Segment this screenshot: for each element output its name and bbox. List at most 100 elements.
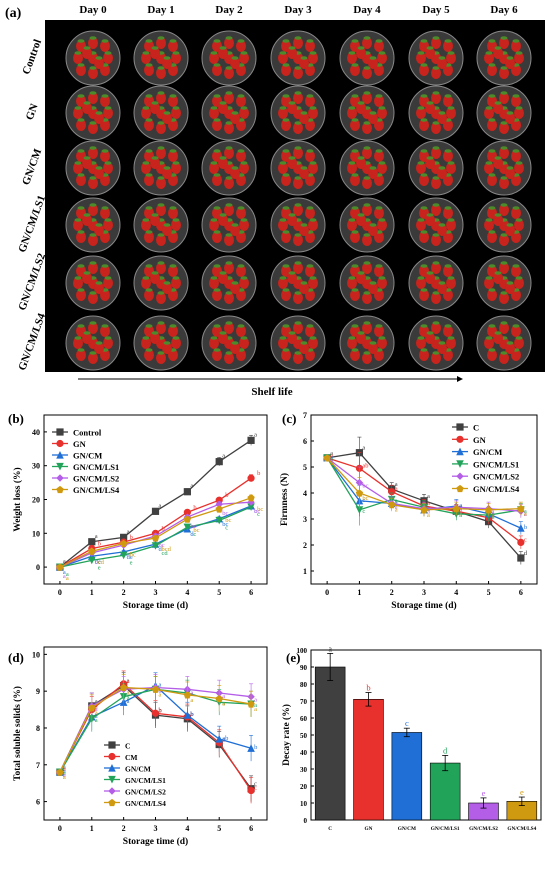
strawberry — [437, 342, 447, 354]
strawberry — [487, 349, 497, 361]
strawberry-calyx — [95, 56, 103, 60]
significance-letter: a — [492, 513, 495, 520]
strawberry-calyx — [288, 331, 296, 335]
legend-label: GN/CM/LS1 — [73, 462, 119, 472]
strawberry — [281, 174, 291, 186]
strawberry-calyx — [237, 94, 245, 98]
significance-letter: a — [459, 511, 462, 518]
strawberry — [224, 352, 234, 364]
significance-letter: a — [330, 456, 333, 463]
strawberry-calyx — [279, 51, 287, 55]
strawberry-calyx — [420, 264, 428, 268]
data-point — [388, 501, 396, 509]
strawberry-calyx — [157, 91, 165, 95]
strawberry — [239, 337, 249, 349]
strawberry-calyx — [369, 166, 377, 170]
plate-photo — [339, 315, 395, 371]
strawberry — [281, 119, 291, 131]
strawberry — [347, 162, 357, 174]
strawberry-calyx — [145, 230, 153, 234]
treatment-label: GN/CM/LS4 — [16, 311, 48, 372]
strawberry-calyx — [225, 121, 233, 125]
data-point — [323, 454, 331, 462]
significance-letter: c — [362, 508, 365, 515]
strawberry — [230, 224, 240, 236]
significance-letter: a — [66, 575, 69, 582]
x-tick-label: GN/CM/LS4 — [507, 826, 536, 832]
strawberry — [443, 40, 453, 52]
strawberry-calyx — [447, 336, 455, 340]
significance-letter: bc — [193, 527, 199, 534]
significance-letter: de — [95, 558, 101, 565]
data-point — [108, 764, 116, 772]
strawberry — [144, 289, 154, 301]
strawberry — [239, 277, 249, 289]
strawberry-calyx — [375, 324, 383, 328]
bar — [429, 762, 461, 821]
data-point — [151, 534, 160, 542]
strawberry-calyx — [438, 223, 446, 227]
strawberry-calyx — [512, 206, 520, 210]
strawberry-calyx — [351, 324, 359, 328]
strawberry-calyx — [426, 46, 434, 50]
strawberry — [224, 292, 234, 304]
strawberry — [156, 147, 166, 159]
significance-letter: a — [222, 701, 225, 708]
plate-photo — [270, 197, 326, 253]
strawberry-calyx — [145, 288, 153, 292]
plate-photo — [133, 255, 189, 311]
data-point — [88, 547, 96, 555]
x-tick-label: 0 — [58, 824, 62, 833]
strawberry-calyx — [157, 233, 165, 237]
data-point — [456, 472, 464, 480]
data-point — [108, 787, 116, 795]
x-tick-label: C — [328, 826, 332, 832]
significance-letter: c — [193, 531, 196, 538]
strawberry-calyx — [142, 51, 150, 55]
significance-letter: d — [524, 550, 528, 557]
strawberry — [493, 157, 503, 169]
strawberry-calyx — [506, 56, 514, 60]
strawberry — [362, 234, 372, 246]
strawberry — [368, 112, 378, 124]
strawberry-calyx — [157, 176, 165, 180]
y-tick-label: 0 — [304, 817, 308, 825]
strawberry — [156, 262, 166, 274]
strawberry — [224, 322, 234, 334]
strawberry — [514, 219, 524, 231]
strawberry — [76, 174, 86, 186]
strawberry — [425, 102, 435, 114]
strawberry — [416, 337, 426, 349]
strawberry — [103, 107, 113, 119]
strawberry — [305, 265, 315, 277]
strawberry-calyx — [357, 101, 365, 105]
legend-label: GN/CM — [125, 765, 151, 774]
y-tick-label: 20 — [300, 783, 308, 791]
data-point — [56, 485, 64, 494]
strawberry-calyx — [438, 341, 446, 345]
strawberry — [362, 262, 372, 274]
significance-letter: c — [254, 781, 257, 788]
strawberry-calyx — [500, 146, 508, 150]
strawberry — [230, 112, 240, 124]
data-point — [456, 423, 464, 431]
strawberry-calyx — [213, 288, 221, 292]
strawberry-calyx — [169, 264, 177, 268]
strawberry-calyx — [506, 111, 514, 115]
strawberry-calyx — [210, 51, 218, 55]
strawberry-calyx — [240, 276, 248, 280]
strawberry-calyx — [225, 146, 233, 150]
bar — [391, 732, 423, 821]
strawberry — [141, 219, 151, 231]
strawberry-calyx — [231, 111, 239, 115]
strawberry-calyx — [485, 276, 493, 280]
data-point — [484, 506, 493, 514]
significance-letter: d — [443, 745, 448, 755]
strawberry-calyx — [432, 176, 440, 180]
significance-letter: a — [95, 533, 98, 540]
strawberry — [88, 37, 98, 49]
strawberry — [437, 167, 447, 179]
strawberry-calyx — [348, 336, 356, 340]
strawberry-calyx — [225, 261, 233, 265]
strawberry — [171, 277, 181, 289]
